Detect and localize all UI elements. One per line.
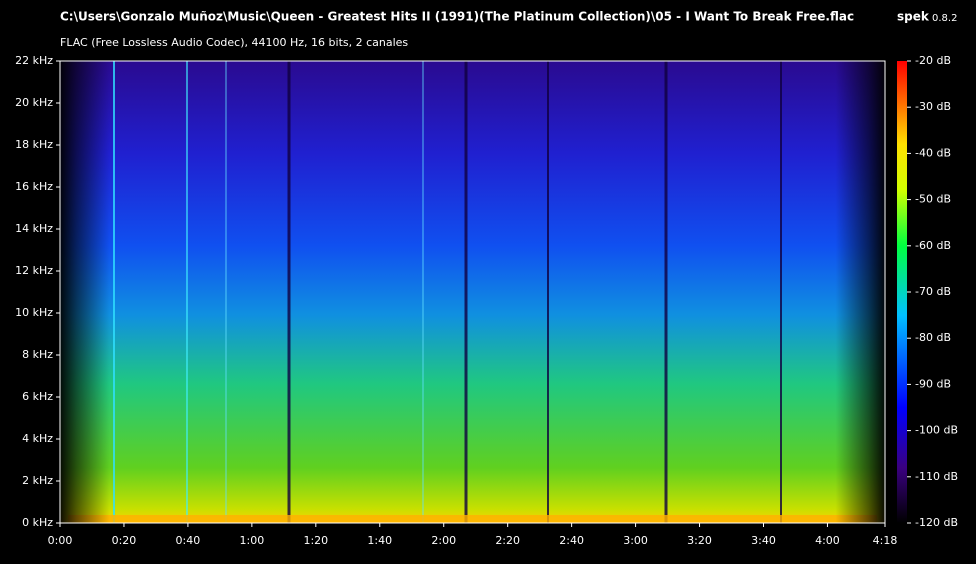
scale-label: -20 dB (915, 54, 951, 67)
x-tick-label: 2:40 (559, 534, 584, 547)
color-scale (897, 61, 907, 523)
scale-label: -90 dB (915, 377, 951, 390)
y-tick-label: 22 kHz (15, 54, 53, 67)
y-tick-label: 10 kHz (15, 306, 53, 319)
scale-label: -60 dB (915, 239, 951, 252)
x-tick-label: 3:00 (623, 534, 648, 547)
scale-label: -40 dB (915, 146, 951, 159)
scale-label: -80 dB (915, 331, 951, 344)
scale-label: -50 dB (915, 193, 951, 206)
x-tick-label: 2:00 (431, 534, 456, 547)
y-tick-label: 6 kHz (22, 390, 53, 403)
x-tick-label: 3:20 (687, 534, 712, 547)
spectrogram-fade (60, 61, 885, 523)
y-tick-label: 20 kHz (15, 96, 53, 109)
x-tick-label: 3:40 (751, 534, 776, 547)
y-tick-label: 8 kHz (22, 348, 53, 361)
scale-label: -100 dB (915, 424, 958, 437)
app-name: spek (897, 10, 930, 24)
x-tick-label: 0:40 (176, 534, 201, 547)
scale-label: -30 dB (915, 100, 951, 113)
y-tick-label: 0 kHz (22, 516, 53, 529)
y-tick-label: 12 kHz (15, 264, 53, 277)
y-tick-label: 4 kHz (22, 432, 53, 445)
x-tick-label: 4:00 (815, 534, 840, 547)
x-tick-label: 2:20 (495, 534, 520, 547)
y-tick-label: 18 kHz (15, 138, 53, 151)
x-tick-label: 0:00 (48, 534, 73, 547)
y-tick-label: 14 kHz (15, 222, 53, 235)
scale-label: -120 dB (915, 516, 958, 529)
x-tick-label: 4:18 (873, 534, 898, 547)
x-tick-label: 1:40 (367, 534, 392, 547)
scale-label: -110 dB (915, 470, 958, 483)
x-tick-label: 1:20 (303, 534, 328, 547)
file-info: FLAC (Free Lossless Audio Codec), 44100 … (60, 36, 408, 49)
file-title: C:\Users\Gonzalo Muñoz\Music\Queen - Gre… (60, 10, 854, 24)
x-tick-label: 0:20 (112, 534, 137, 547)
scale-label: -70 dB (915, 285, 951, 298)
y-tick-label: 2 kHz (22, 474, 53, 487)
plot-frame (59, 60, 886, 524)
app-version: 0.8.2 (932, 13, 957, 24)
x-tick-label: 1:00 (240, 534, 265, 547)
y-tick-label: 16 kHz (15, 180, 53, 193)
